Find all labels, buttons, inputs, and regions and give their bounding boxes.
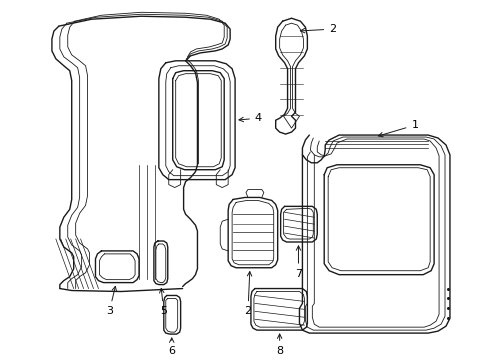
Text: 6: 6 [168, 338, 175, 356]
Text: 2: 2 [244, 271, 251, 316]
Text: 4: 4 [239, 113, 262, 123]
Text: 3: 3 [105, 286, 116, 316]
Text: 2: 2 [300, 24, 336, 34]
Text: 7: 7 [294, 246, 302, 279]
Text: 8: 8 [276, 334, 283, 356]
Text: 1: 1 [378, 120, 418, 137]
Text: 5: 5 [159, 288, 167, 316]
